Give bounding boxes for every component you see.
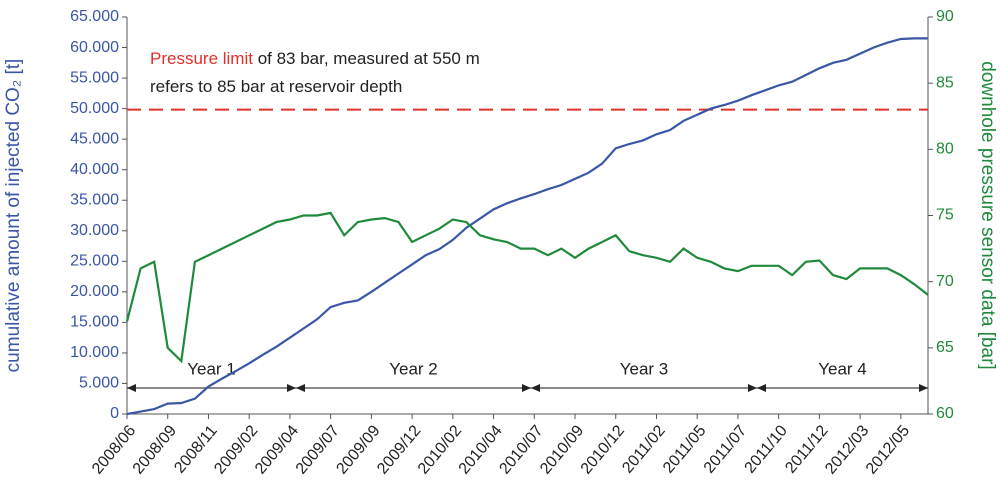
y-tick-label: 55.000 — [70, 69, 119, 86]
y-tick-label: 25.000 — [70, 253, 119, 270]
annotation-part: refers to 85 bar at reservoir depth — [150, 77, 402, 96]
period-label: Year 2 — [389, 359, 438, 378]
arrow-head — [531, 384, 540, 392]
series-line — [125, 211, 929, 364]
y-tick-label: 65.000 — [70, 8, 119, 25]
period-label: Year 1 — [187, 359, 236, 378]
x-tick-label: 2011/05 — [660, 422, 710, 476]
y-tick-label: 5.000 — [79, 375, 119, 392]
annotation-part: of 83 bar, measured at 550 m — [253, 49, 480, 68]
arrow-head — [127, 384, 136, 392]
y2-tick-label: 90 — [936, 8, 954, 25]
y-tick-label: 60.000 — [70, 39, 119, 56]
x-tick-label: 2011/02 — [619, 422, 669, 476]
y2-tick-label: 75 — [936, 207, 954, 224]
x-tick-label: 2010/12 — [578, 422, 628, 477]
y-tick-label: 45.000 — [70, 130, 119, 147]
y2-tick-label: 65 — [936, 339, 954, 356]
y-axis-title: cumulative amount of injected CO₂ [t] — [3, 59, 24, 373]
annotation: Pressure limit of 83 bar, measured at 55… — [150, 49, 480, 68]
y-tick-label: 0 — [110, 405, 119, 422]
y2-tick-label: 80 — [936, 141, 954, 158]
arrow-head — [287, 384, 296, 392]
y-tick-label: 50.000 — [70, 100, 119, 117]
arrow-head — [522, 384, 531, 392]
arrow-head — [296, 384, 305, 392]
annotation-part: Pressure limit — [150, 49, 253, 68]
arrow-head — [919, 384, 928, 392]
y-tick-label: 15.000 — [70, 314, 119, 331]
y2-tick-label: 70 — [936, 273, 954, 290]
x-tick-label: 2011/07 — [701, 422, 751, 476]
x-tick-label: 2011/10 — [742, 422, 792, 476]
series-line — [126, 37, 928, 416]
y2-tick-label: 60 — [936, 405, 954, 422]
x-tick-label: 2012/05 — [863, 422, 913, 477]
y-tick-label: 20.000 — [70, 283, 119, 300]
y2-tick-label: 85 — [936, 74, 954, 91]
y-tick-label: 40.000 — [70, 161, 119, 178]
period-label: Year 4 — [818, 359, 867, 378]
y-tick-label: 10.000 — [70, 344, 119, 361]
annotation: refers to 85 bar at reservoir depth — [150, 77, 402, 96]
period-label: Year 3 — [620, 359, 669, 378]
arrow-head — [757, 384, 766, 392]
x-tick-label: 2008/09 — [130, 422, 180, 477]
y-tick-label: 35.000 — [70, 191, 119, 208]
y-tick-label: 30.000 — [70, 222, 119, 239]
arrow-head — [748, 384, 757, 392]
y2-axis-title: downhole pressure sensor data [bar] — [977, 61, 998, 369]
